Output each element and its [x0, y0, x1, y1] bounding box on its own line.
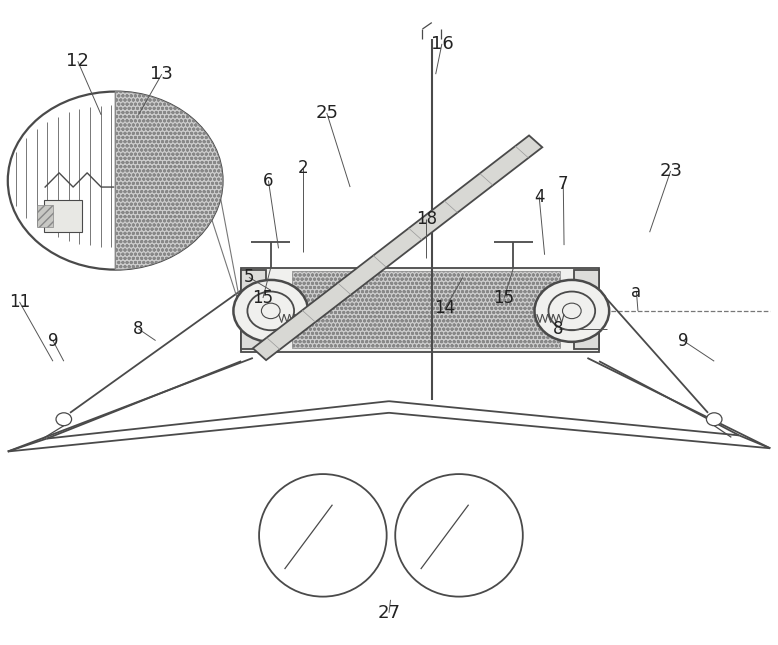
Circle shape [8, 92, 223, 270]
Text: 9: 9 [47, 332, 58, 350]
Circle shape [261, 303, 280, 319]
Text: 23: 23 [659, 162, 682, 180]
Polygon shape [115, 92, 223, 270]
Text: 8: 8 [553, 320, 564, 338]
Circle shape [706, 413, 722, 426]
Bar [37, 205, 53, 227]
Text: 12: 12 [66, 52, 89, 70]
Text: 11: 11 [9, 293, 30, 311]
Text: 15: 15 [252, 289, 274, 307]
Circle shape [534, 280, 609, 342]
Bar [241, 270, 266, 349]
Text: a: a [631, 283, 642, 301]
Polygon shape [253, 135, 542, 360]
Text: 8: 8 [133, 320, 144, 338]
Text: 14: 14 [434, 299, 456, 317]
Bar [574, 270, 599, 349]
Text: 5: 5 [244, 268, 254, 286]
Text: 15: 15 [493, 289, 515, 307]
Text: 4: 4 [534, 188, 545, 206]
Circle shape [562, 303, 581, 319]
Bar [241, 268, 599, 352]
Ellipse shape [259, 474, 387, 597]
Text: 2: 2 [298, 159, 309, 177]
Text: 6: 6 [263, 172, 274, 190]
Ellipse shape [395, 474, 523, 597]
Bar [292, 271, 560, 348]
Circle shape [548, 292, 595, 330]
Text: 7: 7 [558, 175, 569, 193]
Bar [44, 200, 82, 232]
Text: 9: 9 [678, 332, 689, 350]
Circle shape [233, 280, 308, 342]
Text: 25: 25 [315, 104, 338, 122]
Text: 18: 18 [415, 210, 437, 228]
Text: 16: 16 [430, 35, 454, 53]
Circle shape [247, 292, 294, 330]
Text: 27: 27 [377, 604, 401, 622]
Text: 13: 13 [150, 65, 173, 83]
Circle shape [56, 413, 72, 426]
